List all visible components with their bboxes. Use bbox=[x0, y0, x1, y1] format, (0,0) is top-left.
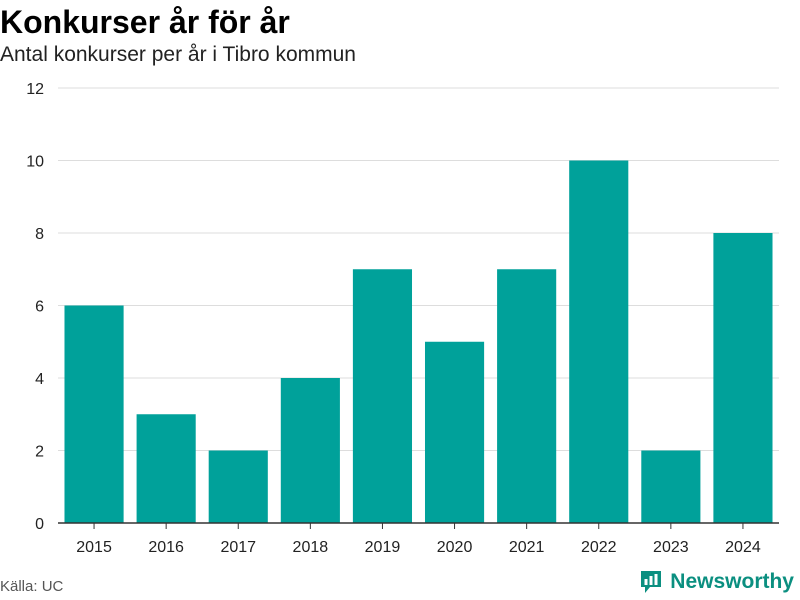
bar-2024 bbox=[713, 233, 773, 523]
bar-layer bbox=[64, 160, 773, 523]
bar-2016 bbox=[136, 414, 196, 523]
bar-2019 bbox=[352, 269, 413, 523]
x-tick-label: 2023 bbox=[653, 539, 689, 556]
x-tick-label: 2020 bbox=[437, 539, 473, 556]
x-tick-label: 2024 bbox=[725, 539, 761, 556]
y-tick-label: 12 bbox=[26, 81, 44, 98]
chart-title: Konkurser år för år bbox=[0, 4, 290, 40]
y-tick-label: 8 bbox=[35, 226, 44, 243]
x-tick-label: 2018 bbox=[293, 539, 329, 556]
bar-2020 bbox=[424, 341, 485, 523]
chart-subtitle: Antal konkurser per år i Tibro kommun bbox=[0, 43, 356, 66]
axis-layer: 0 2 4 6 8 10 12 2015 2016 2017 2018 2019 2020 2021 202… bbox=[26, 81, 779, 556]
brand-logo: Newsworthy bbox=[639, 568, 794, 596]
newsworthy-logo-icon bbox=[641, 571, 662, 593]
y-tick-label: 0 bbox=[35, 516, 44, 533]
bar-2022 bbox=[569, 160, 629, 523]
bar-2023 bbox=[641, 450, 701, 523]
brand-name: Newsworthy bbox=[670, 570, 794, 593]
y-tick-label: 6 bbox=[35, 299, 44, 316]
bar-2017 bbox=[208, 450, 268, 523]
y-tick-label: 4 bbox=[35, 371, 44, 388]
bar-2018 bbox=[280, 378, 340, 523]
x-tick-label: 2019 bbox=[365, 539, 401, 556]
y-tick-label: 2 bbox=[35, 444, 44, 461]
x-tick-label: 2022 bbox=[581, 539, 617, 556]
grid-layer bbox=[58, 87, 779, 451]
source-note: Källa: UC bbox=[0, 578, 64, 595]
bar-2021 bbox=[497, 269, 557, 523]
x-tick-label: 2016 bbox=[148, 539, 184, 556]
x-tick-label: 2015 bbox=[76, 539, 112, 556]
x-tick-label: 2017 bbox=[220, 539, 256, 556]
x-tick-label: 2021 bbox=[509, 539, 545, 556]
y-tick-label: 10 bbox=[26, 154, 44, 171]
bar-2015 bbox=[64, 305, 124, 523]
